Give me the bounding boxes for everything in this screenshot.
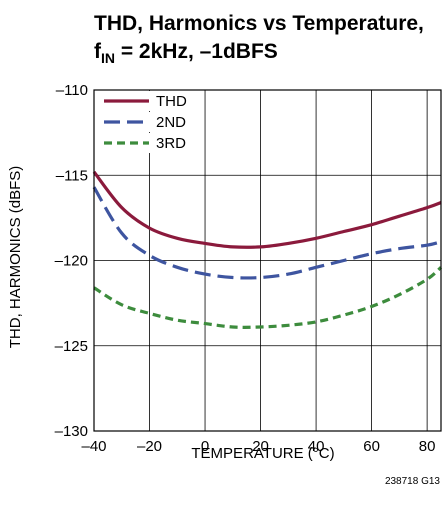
legend-label-2nd: 2ND xyxy=(156,114,186,131)
y-axis-label: THD, HARMONICS (dBFS) xyxy=(7,166,24,349)
legend-label-thd: THD xyxy=(156,93,187,110)
title-freq-value: = 2kHz, –1dBFS xyxy=(115,40,278,63)
title-freq-symbol: f xyxy=(94,40,102,63)
y-tick-label: –130 xyxy=(55,423,88,440)
chart-title-line1: THD, Harmonics vs Temperature, xyxy=(94,12,424,35)
plot-frame xyxy=(93,89,442,432)
x-tick-label: –40 xyxy=(81,438,106,455)
x-tick-label: –20 xyxy=(137,438,162,455)
title-freq-subscript: IN xyxy=(101,50,115,66)
chart-title-line2: fIN = 2kHz, –1dBFS xyxy=(94,40,278,66)
x-tick-label: 80 xyxy=(419,438,436,455)
series-line-3rd xyxy=(93,266,443,329)
series-line-2nd xyxy=(92,186,442,280)
legend: THD 2ND 3RD xyxy=(102,91,196,153)
x-tick-label: 20 xyxy=(252,438,269,455)
ticks: –40 –20 0 20 40 60 80 –110 –115 –120 –125 –130 xyxy=(55,82,436,455)
figure-id: 238718 G13 xyxy=(385,476,440,487)
legend-bg xyxy=(102,112,196,132)
y-tick-label: –120 xyxy=(55,253,88,270)
x-tick-label: 40 xyxy=(308,438,325,455)
y-tick-label: –110 xyxy=(56,82,88,99)
x-tick-label: 0 xyxy=(201,438,209,455)
series-line-thd xyxy=(92,170,442,249)
x-axis-label: TEMPERATURE (°C) xyxy=(191,445,334,462)
y-tick-label: –115 xyxy=(56,167,88,184)
legend-label-3rd: 3RD xyxy=(156,135,186,152)
series-group xyxy=(92,170,443,329)
y-tick-label: –125 xyxy=(55,338,88,355)
x-tick-label: 60 xyxy=(363,438,380,455)
